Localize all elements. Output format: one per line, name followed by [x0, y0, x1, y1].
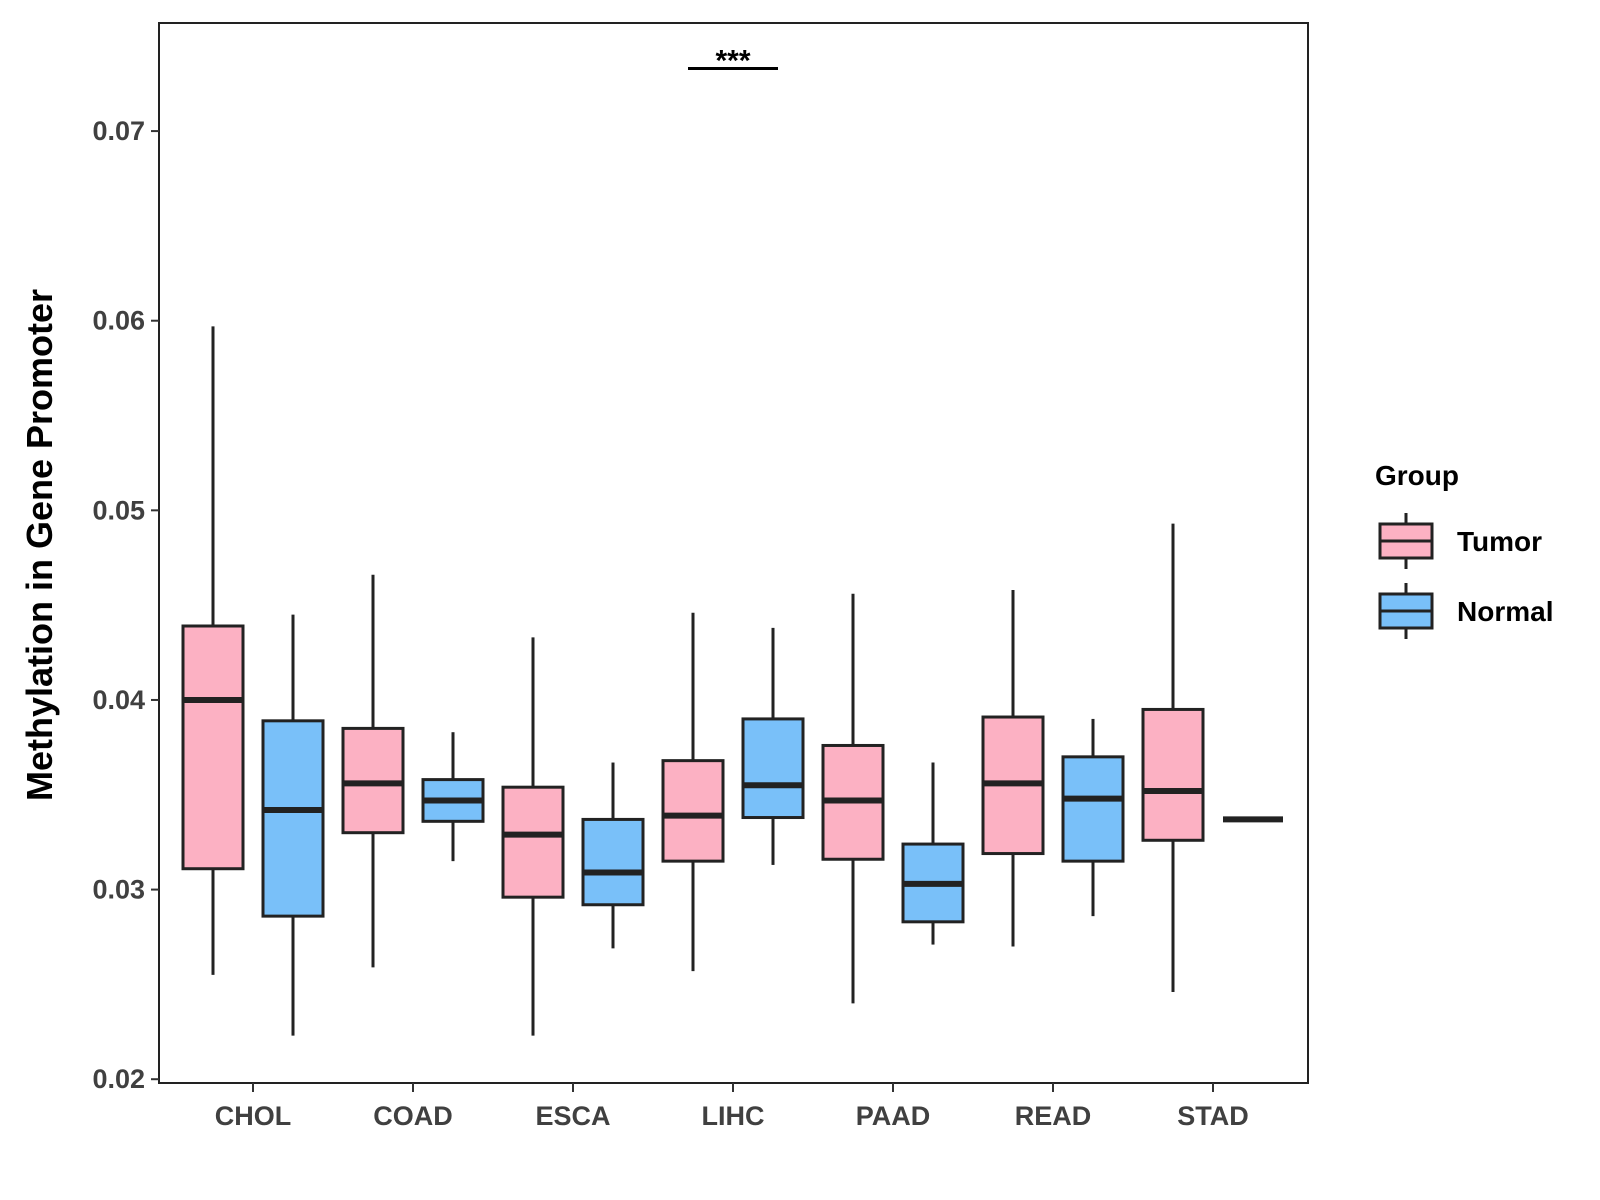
box-tumor-chol — [181, 326, 245, 975]
box-normal-coad — [421, 732, 485, 862]
box-normal-esca — [581, 762, 645, 949]
box-normal-chol — [261, 614, 325, 1036]
x-tick-label-stad: STAD — [1177, 1101, 1249, 1131]
legend-label-tumor: Tumor — [1457, 526, 1542, 557]
box-tumor-esca — [501, 637, 565, 1036]
plot-area: 0.02 0.03 0.04 0.05 0.06 0.07 CHOL COAD ESCA LIHC… — [92, 22, 1309, 1131]
y-tick-label: 0.03 — [92, 875, 145, 905]
box-tumor-paad — [821, 593, 885, 1004]
legend-entry-normal: Normal — [1378, 583, 1553, 639]
y-tick-label: 0.05 — [92, 495, 145, 525]
box-body — [181, 624, 245, 871]
y-tick-label: 0.02 — [92, 1064, 145, 1094]
box-tumor-stad — [1141, 523, 1205, 992]
box-body — [261, 719, 325, 918]
y-tick-label: 0.07 — [92, 116, 145, 146]
box-tumor-lihc — [661, 612, 725, 972]
box-body — [501, 785, 565, 899]
legend-entry-tumor: Tumor — [1378, 513, 1542, 569]
box-normal-paad — [901, 762, 965, 945]
legend-label-normal: Normal — [1457, 596, 1553, 627]
legend: Group Tumor Normal — [1375, 460, 1553, 639]
y-tick-label: 0.04 — [92, 685, 145, 715]
significance-label: *** — [715, 45, 750, 78]
x-tick-label-chol: CHOL — [215, 1101, 292, 1131]
x-tick-label-paad: PAAD — [856, 1101, 931, 1131]
x-tick-label-read: READ — [1015, 1101, 1092, 1131]
box-normal-read — [1061, 718, 1125, 917]
box-normal-lihc — [741, 627, 805, 865]
y-axis-title: Methylation in Gene Promoter — [19, 289, 60, 801]
box-body — [1061, 755, 1125, 863]
legend-title: Group — [1375, 460, 1459, 491]
box-body — [581, 817, 645, 907]
box-body — [661, 759, 725, 863]
box-tumor-coad — [341, 574, 405, 968]
y-tick-label: 0.06 — [92, 306, 145, 336]
x-tick-label-esca: ESCA — [535, 1101, 610, 1131]
box-body — [741, 717, 805, 820]
x-tick-label-coad: COAD — [373, 1101, 453, 1131]
box-body — [1141, 707, 1205, 842]
box-tumor-read — [981, 589, 1045, 947]
x-tick-label-lihc: LIHC — [702, 1101, 765, 1131]
plot-panel-border — [158, 22, 1309, 1084]
